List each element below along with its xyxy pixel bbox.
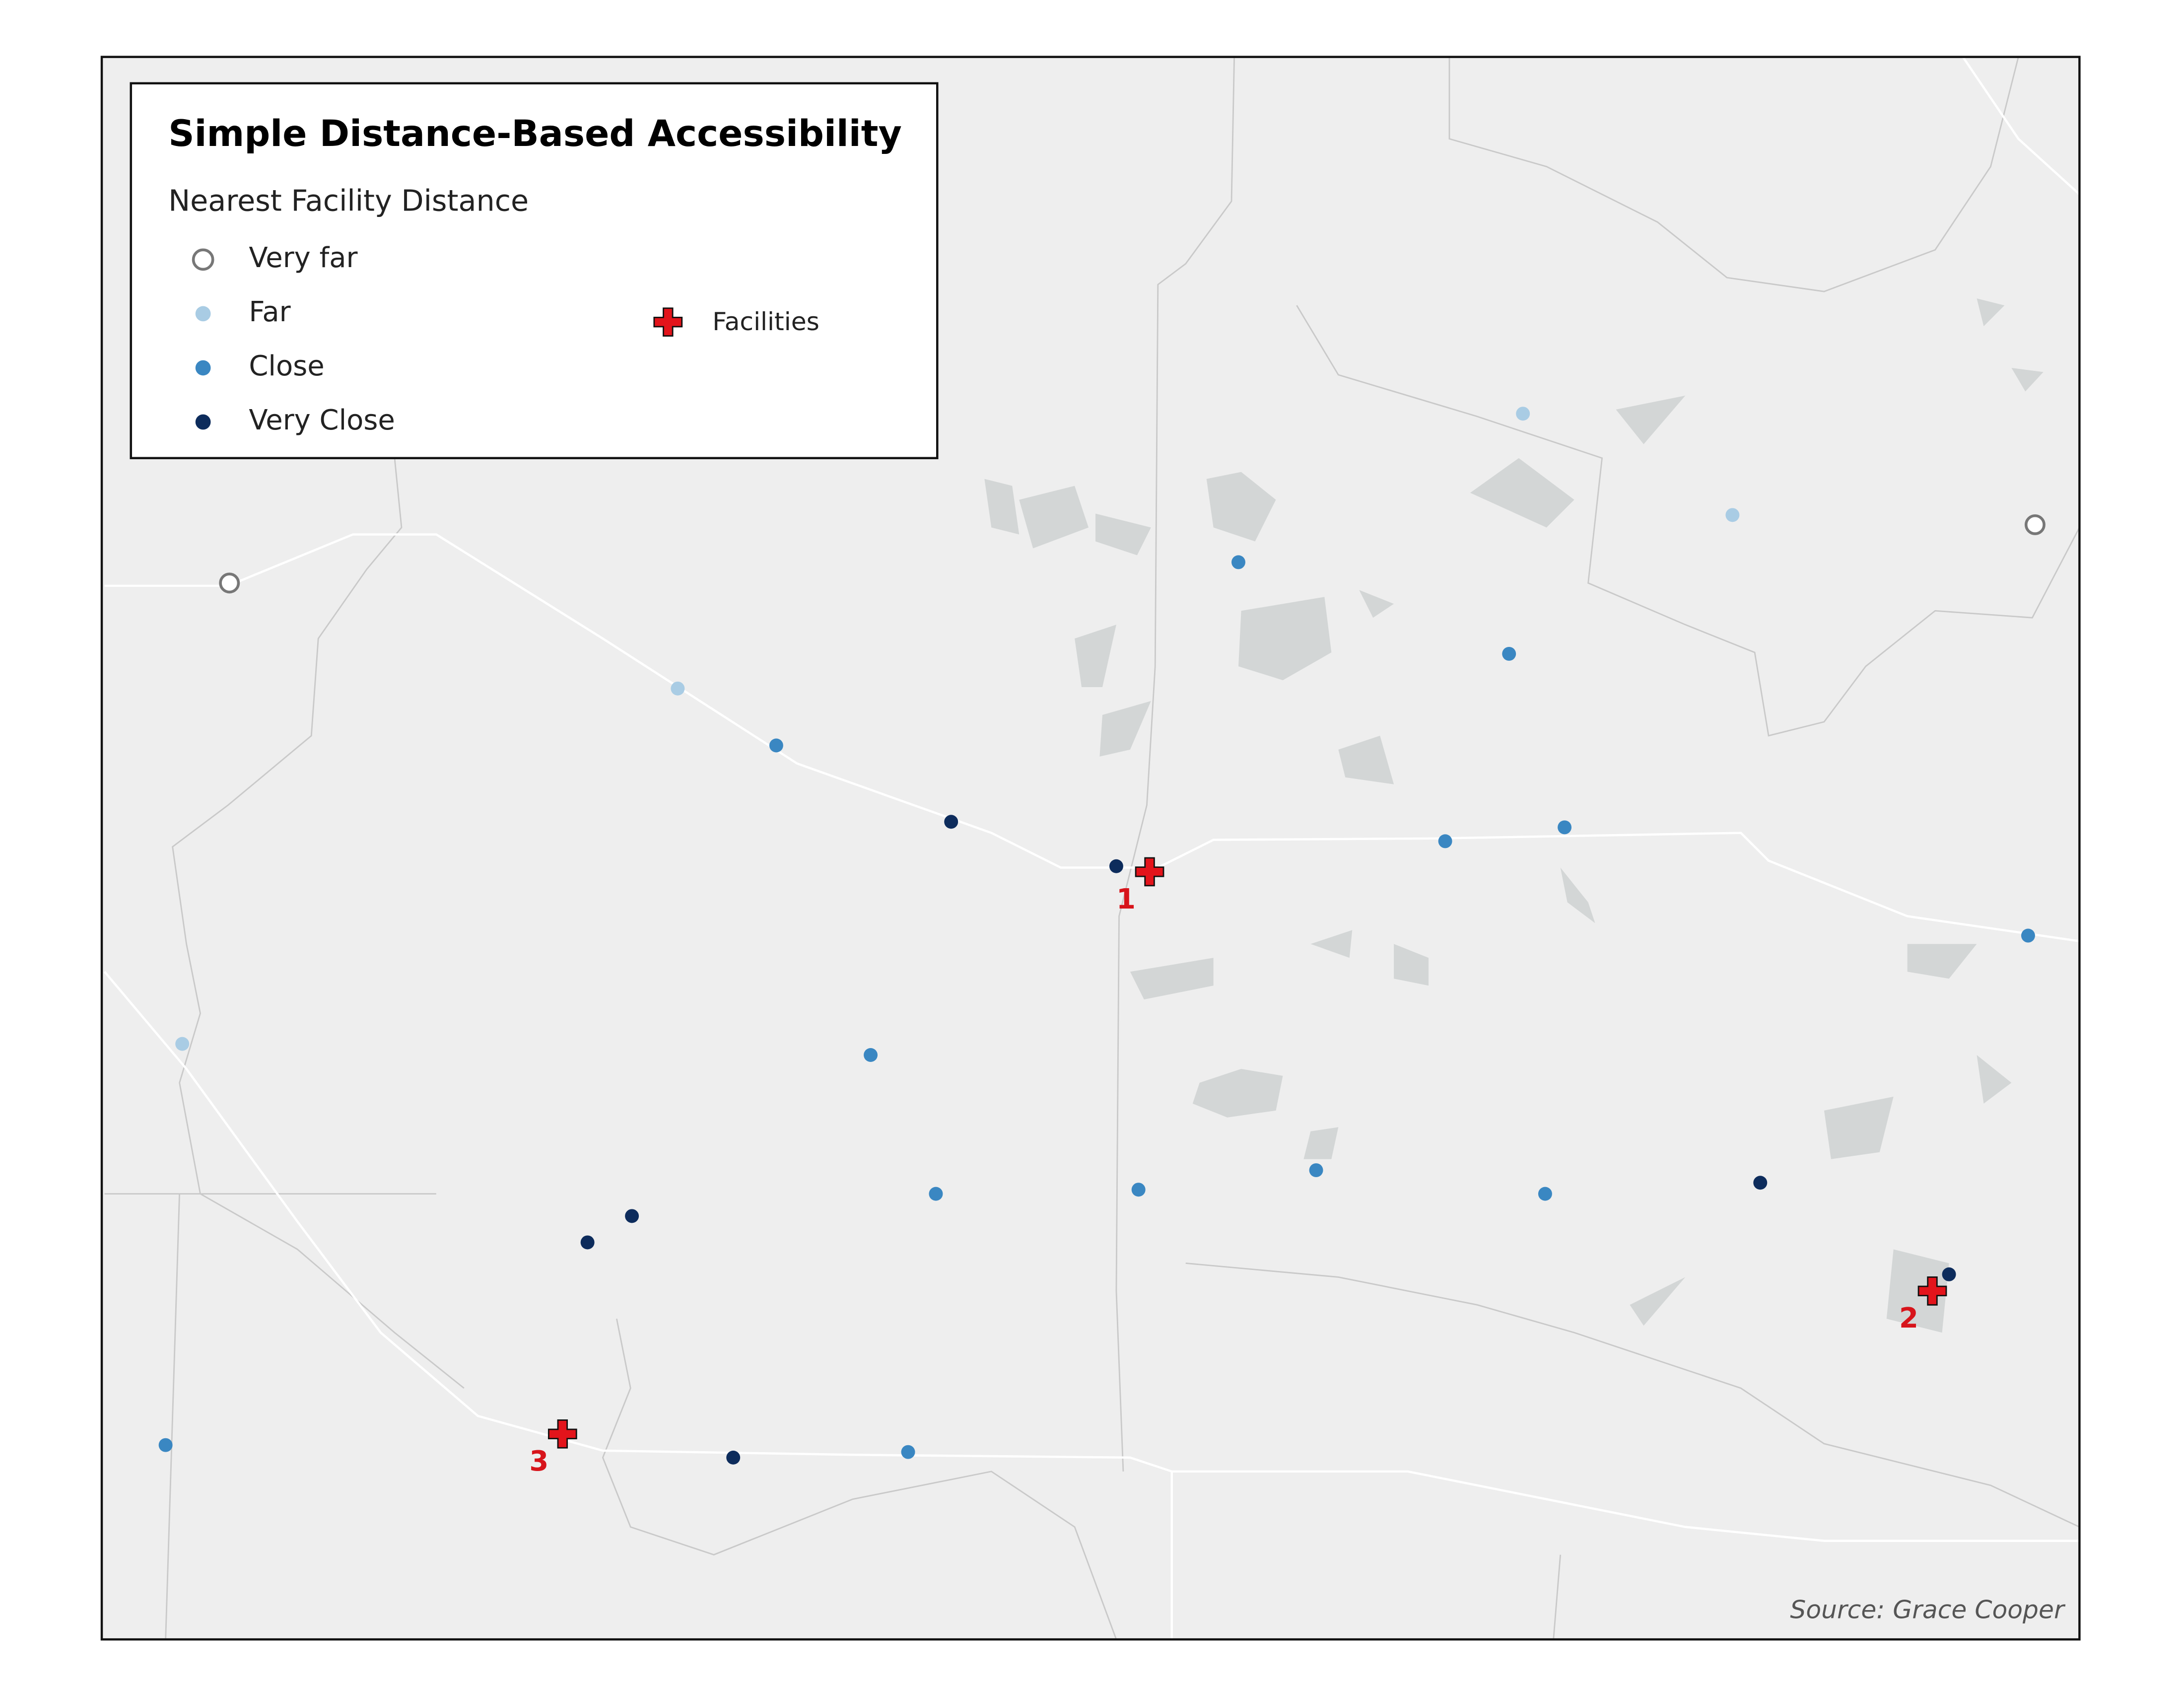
basemap [103,56,2080,1640]
point-0 [192,248,214,271]
point-2 [1538,1187,1552,1201]
point-0 [2024,514,2046,535]
facility-symbol [1135,857,1164,887]
points-layer [158,407,2046,1465]
facility-symbol [547,1419,577,1449]
legend-label: Facilities [712,307,819,336]
point-2 [1558,820,1572,835]
facility-label: 3 [529,1445,548,1477]
source: Source: Grace Cooper [1790,1595,2066,1624]
legend-title: Simple Distance-Based Accessibility [168,113,902,155]
point-2 [901,1445,915,1459]
point-1 [1725,508,1740,522]
point-3 [1942,1267,1956,1281]
point-2 [1502,646,1516,661]
facility-symbol [653,307,683,337]
map-frame [100,56,2081,1641]
facility-label: 1 [1116,883,1136,915]
point-1 [175,1037,190,1051]
point-2 [1231,555,1245,569]
legend-label: Far [249,296,290,328]
point-2 [769,738,783,753]
point-3 [195,414,211,430]
point-3 [1753,1176,1768,1190]
facilities-layer: 1 2 3 [529,857,1947,1477]
point-3 [1109,859,1123,873]
legend-subtitle: Nearest Facility Distance [168,184,529,217]
legend-label: Very far [249,242,357,274]
point-2 [195,360,211,376]
point-3 [726,1450,741,1465]
point-1 [1516,407,1530,421]
facility-label: 2 [1899,1302,1918,1335]
point-2 [1309,1163,1323,1178]
point-3 [580,1235,595,1250]
point-2 [158,1438,173,1452]
point-2 [1438,834,1452,848]
point-2 [1131,1183,1146,1197]
point-3 [625,1209,639,1223]
point-1 [195,306,211,322]
point-3 [944,815,958,829]
point-2 [864,1048,878,1062]
legend-box [130,82,939,459]
legend-label: Close [249,350,324,382]
point-2 [2021,928,2035,943]
point-2 [929,1187,943,1201]
point-1 [671,681,685,696]
point-0 [219,572,240,594]
facility-symbol [1917,1276,1947,1306]
legend-entries: Very far Far Close Very Close Facilities [192,242,819,436]
legend-label: Very Close [249,404,395,436]
